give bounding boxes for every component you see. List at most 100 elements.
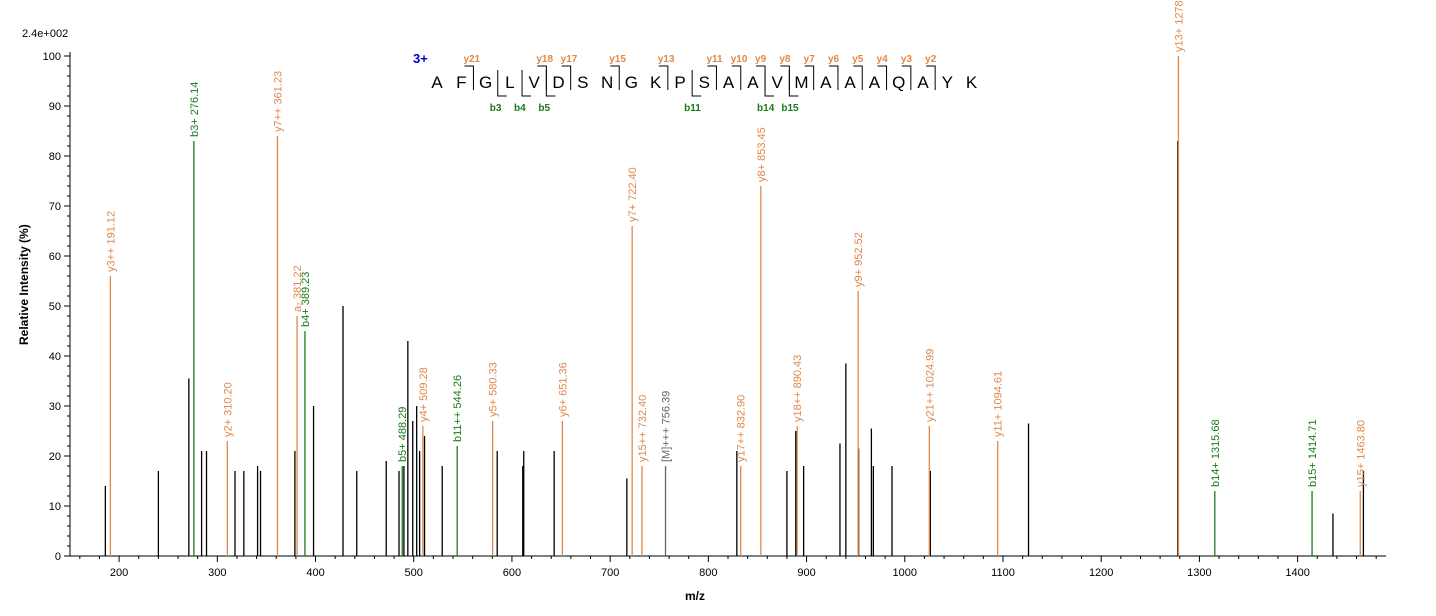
sequence-residue: G (625, 73, 638, 92)
y-tick-label: 80 (49, 151, 61, 163)
b-ion-bracket (764, 70, 775, 97)
y-ion-marker: y15 (609, 54, 626, 65)
y-ion-bracket (561, 65, 572, 90)
y-ion-marker: y17 (561, 54, 578, 65)
peak-label: y4+ 509.28 (418, 367, 430, 422)
x-tick-label: 1400 (1285, 567, 1309, 579)
chart-axes (69, 52, 1386, 557)
y-ion-marker: y5 (852, 54, 864, 65)
x-tick-label: 500 (405, 567, 423, 579)
y-tick-label: 70 (49, 201, 61, 213)
peak-label: y9+ 952.52 (853, 232, 865, 287)
peak-annotations: y3++ 191.12 b3+ 276.14 y2+ 310.20 y7++ 361.… (105, 0, 1367, 487)
y-ion-marker: y21 (463, 54, 480, 65)
y-ion-bracket (731, 65, 742, 90)
peak-label: y21++ 1024.99 (924, 349, 936, 422)
x-axis-title: m/z (685, 589, 705, 603)
b-ion-bracket (497, 70, 507, 97)
y-ion-marker: y9 (755, 54, 767, 65)
sequence-residue: Y (942, 73, 953, 92)
y-ion-bracket (658, 65, 669, 90)
b-ion-marker: b11 (684, 103, 701, 114)
y-ion-marker: y11 (706, 54, 723, 65)
peak-label: b5+ 488.29 (397, 407, 409, 462)
sequence-residue: A (820, 73, 832, 92)
y-ion-marker: y10 (731, 54, 748, 65)
b-ion-marker: b15 (781, 103, 799, 114)
peak-label: b14+ 1315.68 (1210, 419, 1222, 487)
y-ion-bracket (610, 65, 620, 90)
y-axis-ticks: 0 10 20 30 40 50 60 70 80 90 100 (43, 51, 70, 563)
peak-label: b15+ 1414.71 (1307, 419, 1319, 487)
b-ion-marker: b14 (757, 103, 775, 114)
peak-label: y6+ 651.36 (557, 362, 569, 417)
x-tick-label: 1100 (991, 567, 1015, 579)
x-tick-label: 700 (601, 567, 619, 579)
y-tick-label: 10 (49, 501, 61, 513)
b-ion-bracket (691, 70, 702, 97)
sequence-residue: N (601, 73, 613, 92)
sequence-residue: A (917, 73, 929, 92)
y-tick-label: 0 (55, 551, 61, 563)
x-tick-label: 900 (797, 567, 815, 579)
peak-label: y3++ 191.12 (105, 211, 117, 272)
y-ion-bracket (828, 65, 839, 90)
x-tick-label: 200 (110, 567, 128, 579)
peak-label: y11+ 1094.61 (993, 371, 1005, 437)
peak-label: y15+ 1463.80 (1355, 420, 1367, 487)
b-ion-bracket (788, 70, 799, 97)
y-tick-label: 50 (49, 301, 61, 313)
peak-label: y15++ 732.40 (637, 395, 649, 462)
y-ion-marker: y7 (804, 54, 816, 65)
sequence-residue: F (456, 73, 466, 92)
y-ion-marker: y6 (828, 54, 840, 65)
x-tick-label: 600 (503, 567, 521, 579)
x-tick-label: 1300 (1187, 567, 1211, 579)
y-ion-bracket (853, 65, 863, 90)
peak-label: y7++ 361.23 (272, 71, 284, 132)
peak-label: y7+ 722.40 (627, 167, 639, 222)
y-ion-marker: y13 (658, 54, 675, 65)
charge-state-label: 3+ (413, 51, 428, 66)
y-tick-label: 40 (49, 351, 61, 363)
sequence-residue: A (431, 73, 443, 92)
y-ion-bracket (464, 65, 474, 90)
b-ion-marker: b4 (514, 103, 526, 114)
x-tick-label: 400 (306, 567, 324, 579)
y-ion-bracket (877, 65, 888, 90)
y-ion-bracket (901, 65, 912, 90)
b-ion-marker: b3 (490, 103, 502, 114)
b-ion-bracket (521, 70, 532, 97)
y-ion-bracket (707, 65, 717, 90)
sequence-residue: A (844, 73, 856, 92)
sequence-residue: M (794, 73, 808, 92)
x-tick-label: 300 (208, 567, 226, 579)
y-ion-bracket (804, 65, 815, 90)
peak-label: y8+ 853.45 (756, 127, 768, 182)
y-ion-marker: y4 (877, 54, 889, 65)
y-tick-label: 60 (49, 251, 61, 263)
peak-label: [M]+++ 756.39 (661, 391, 673, 462)
y-tick-label: 100 (43, 51, 61, 63)
x-tick-label: 1000 (893, 567, 917, 579)
spectrum-peaks (104, 56, 1365, 556)
peak-label: y17++ 832.90 (736, 395, 748, 462)
sequence-residue: P (674, 73, 685, 92)
peak-label: y2+ 310.20 (222, 382, 234, 437)
x-axis-ticks: 200 300 400 500 600 700 800 900 1000 1100 1200 1300… (79, 556, 1377, 579)
y-ion-marker: y2 (925, 54, 937, 65)
sequence-residue: K (966, 73, 978, 92)
x-tick-label: 1200 (1089, 567, 1113, 579)
b-ion-marker: b5 (538, 103, 550, 114)
y-tick-label: 20 (49, 451, 61, 463)
y-ion-bracket (926, 65, 936, 90)
sequence-residue: D (552, 73, 564, 92)
b-ion-bracket (545, 70, 556, 97)
sequence-residue: Q (892, 73, 905, 92)
y-ion-marker: y3 (901, 54, 913, 65)
sequence-residue: S (699, 73, 710, 92)
intensity-scale-label: 2.4e+002 (22, 28, 68, 40)
sequence-residue: K (650, 73, 662, 92)
